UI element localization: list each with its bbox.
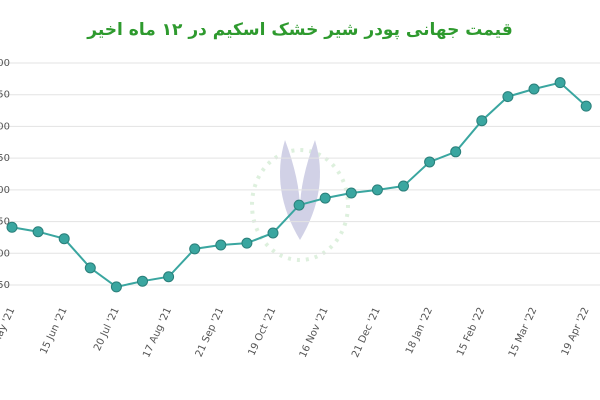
data-point (84, 262, 96, 274)
x-tick-label: May '21 (0, 306, 17, 346)
x-tick-label: 15 Mar '22 (507, 306, 540, 359)
y-tick-label: 3450 (0, 217, 10, 228)
x-tick-label: 16 Nov '21 (298, 306, 331, 360)
data-point (215, 239, 227, 251)
data-point (32, 226, 44, 238)
x-tick-label: 18 Jan '22 (404, 306, 435, 356)
x-tick-label: 20 Jul '21 (92, 306, 122, 353)
x-tick-label: 15 Jun '21 (38, 306, 69, 356)
data-point (267, 227, 279, 239)
data-point (293, 199, 305, 211)
x-tick-label: 19 Oct '21 (247, 306, 279, 358)
y-tick-label: 3400 (0, 248, 10, 259)
data-point (580, 100, 592, 112)
y-tick-label: 3600 (0, 121, 10, 132)
data-point (371, 184, 383, 196)
data-point (554, 77, 566, 89)
y-tick-label: 3550 (0, 153, 10, 164)
data-point (476, 115, 488, 127)
data-point (319, 192, 331, 204)
x-tick-label: 21 Dec '21 (350, 306, 383, 360)
data-point (424, 156, 436, 168)
series-line (11, 81, 587, 288)
data-point (6, 221, 18, 233)
y-tick-label: 3700 (0, 58, 10, 69)
data-point (450, 146, 462, 158)
x-tick-label: 15 Feb '22 (455, 306, 487, 358)
data-point (163, 271, 175, 283)
data-point (137, 275, 148, 287)
x-tick-label: 19 Apr '22 (560, 306, 592, 358)
data-point (110, 281, 122, 293)
y-tick-label: 3500 (0, 185, 10, 196)
y-tick-label: 3350 (0, 280, 10, 291)
y-tick-label: 3650 (0, 90, 10, 101)
data-point (502, 91, 514, 103)
x-tick-label: 17 Aug '21 (141, 306, 174, 360)
data-point (241, 237, 253, 249)
chart-title: قیمت جهانی پودر شیر خشک اسکیم در ۱۲ ماه … (86, 20, 512, 40)
data-point (528, 83, 540, 95)
data-point (345, 187, 357, 199)
data-point (58, 233, 70, 245)
data-point (189, 243, 201, 255)
data-point (398, 180, 409, 192)
x-tick-label: 21 Sep '21 (194, 306, 227, 359)
